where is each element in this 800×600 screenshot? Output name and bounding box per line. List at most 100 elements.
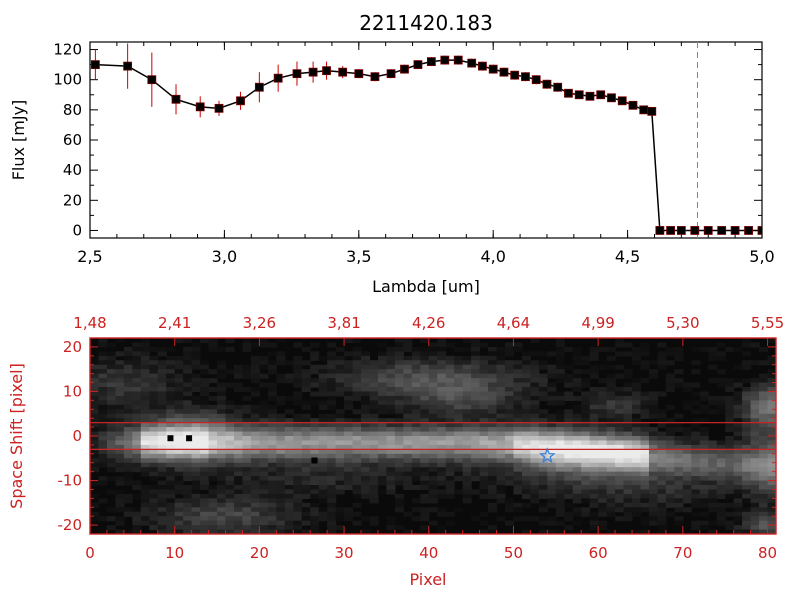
heatmap-cell <box>742 422 752 428</box>
heatmap-cell <box>174 400 184 406</box>
heatmap-cell <box>191 520 201 526</box>
heatmap-cell <box>369 440 379 446</box>
heatmap-cell <box>657 413 667 419</box>
heatmap-cell <box>420 431 430 437</box>
heatmap-cell <box>564 346 574 352</box>
heatmap-cell <box>386 400 396 406</box>
heatmap-cell <box>183 507 193 513</box>
heatmap-cell <box>106 355 117 361</box>
heatmap-cell <box>640 462 650 468</box>
heatmap-cell <box>742 360 752 366</box>
heatmap-cell <box>759 498 769 504</box>
heatmap-cell <box>428 458 438 464</box>
heatmap-cell <box>361 378 371 384</box>
heatmap-cell <box>623 489 633 495</box>
heatmap-cell <box>598 418 608 424</box>
heatmap-cell <box>632 467 642 473</box>
heatmap-cell <box>327 369 337 375</box>
heatmap-cell <box>716 485 726 491</box>
heatmap-cell <box>691 511 701 517</box>
heatmap-cell <box>733 391 743 397</box>
heatmap-cell <box>242 431 252 437</box>
heatmap-cell <box>318 382 328 388</box>
heatmap-cell <box>708 493 718 499</box>
heatmap-cell <box>335 422 345 428</box>
heatmap-cell <box>454 444 464 450</box>
heatmap-cell <box>445 355 455 361</box>
heatmap-cell <box>648 369 659 375</box>
heatmap-cell <box>759 346 769 352</box>
heatmap-cell <box>335 462 345 468</box>
heatmap-cell <box>352 511 362 517</box>
heatmap-cell <box>471 391 481 397</box>
heatmap-cell <box>767 360 776 366</box>
heatmap-cell <box>191 395 201 401</box>
heatmap-cell <box>648 485 659 491</box>
heatmap-cell <box>293 391 303 397</box>
heatmap-cell <box>504 373 515 379</box>
heatmap-cell <box>742 413 752 419</box>
heatmap-cell <box>555 360 565 366</box>
heatmap-cell <box>335 444 345 450</box>
heatmap-cell <box>301 373 311 379</box>
heatmap-cell <box>742 404 752 410</box>
heatmap-cell <box>217 436 227 442</box>
heatmap-cell <box>699 480 709 486</box>
heatmap-cell <box>504 369 515 375</box>
heatmap-cell <box>149 516 159 522</box>
heatmap-cell <box>242 338 252 344</box>
heatmap-cell <box>471 369 481 375</box>
heatmap-cell <box>572 355 582 361</box>
heatmap-cell <box>90 422 100 428</box>
heatmap-cell <box>352 444 362 450</box>
heatmap-cell <box>437 471 447 477</box>
heatmap-cell <box>632 471 642 477</box>
heatmap-cell <box>445 400 455 406</box>
heatmap-cell <box>149 502 159 508</box>
heatmap-cell <box>428 485 438 491</box>
heatmap-cell <box>598 431 608 437</box>
heatmap-cell <box>132 364 142 370</box>
heatmap-cell <box>454 369 464 375</box>
heatmap-cell <box>394 453 404 459</box>
heatmap-cell <box>361 427 371 433</box>
heatmap-cell <box>708 346 718 352</box>
heatmap-cell <box>225 525 235 531</box>
data-point <box>292 69 302 79</box>
heatmap-cell <box>217 360 227 366</box>
heatmap-cell <box>691 346 701 352</box>
heatmap-cell <box>267 387 277 393</box>
data-point <box>607 93 616 103</box>
heatmap-cell <box>648 489 659 495</box>
heatmap-cell <box>657 360 667 366</box>
heatmap-cell <box>488 404 498 410</box>
heatmap-cell <box>437 342 447 348</box>
heatmap-cell <box>699 476 709 482</box>
heatmap-cell <box>437 467 447 473</box>
heatmap-cell <box>310 422 320 428</box>
heatmap-cell <box>581 413 591 419</box>
heatmap-cell <box>140 449 150 455</box>
heatmap-cell <box>267 507 277 513</box>
heatmap-cell <box>479 529 489 534</box>
heatmap-cell <box>615 462 625 468</box>
heatmap-cell <box>276 413 286 419</box>
heatmap-cell <box>488 507 498 513</box>
heatmap-cell <box>767 395 776 401</box>
heatmap-cell <box>606 387 616 393</box>
heatmap-cell <box>513 436 523 442</box>
heatmap-cell <box>166 422 176 428</box>
heatmap-cell <box>632 404 642 410</box>
heatmap-cell <box>657 364 667 370</box>
heatmap-cell <box>191 529 201 534</box>
heatmap-cell <box>437 458 447 464</box>
heatmap-cell <box>496 471 506 477</box>
heatmap-cell <box>327 373 337 379</box>
flux-chart-x-tick-labels: 2,5 3,0 3,5 4,0 4,5 5,0 <box>77 247 774 266</box>
heatmap-ticks <box>89 338 776 534</box>
heatmap-cell <box>428 364 438 370</box>
heatmap-cell <box>344 471 354 477</box>
heatmap-cell <box>157 400 167 406</box>
heatmap-cell <box>344 516 354 522</box>
heatmap-cell <box>504 351 515 357</box>
